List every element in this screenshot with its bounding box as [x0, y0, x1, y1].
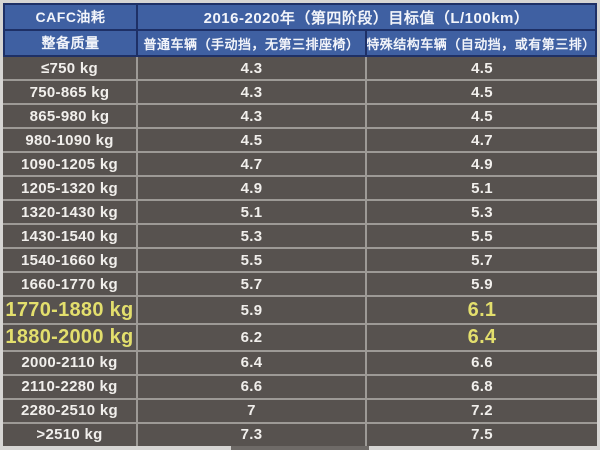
mass-cell: 1660-1770 kg	[3, 273, 138, 296]
normal-value-cell: 5.3	[138, 225, 367, 248]
special-value-cell: 5.5	[471, 227, 493, 245]
normal-value-cell: 5.1	[138, 201, 367, 224]
mass-cell: 1430-1540 kg	[3, 225, 138, 248]
table-row: 1880-2000 kg 6.2 6.4	[3, 322, 597, 350]
table-row: 1660-1770 kg 5.7 5.9	[3, 271, 597, 296]
special-value-cell: 5.1	[471, 179, 493, 197]
normal-value-cell: 6.2	[138, 324, 367, 350]
mass-cell: 2280-2510 kg	[3, 399, 138, 422]
special-value-cell: 4.9	[471, 155, 493, 173]
normal-value-cell: 6.4	[138, 351, 367, 374]
normal-value-cell: 7.3	[138, 423, 367, 446]
normal-value-cell: 5.7	[138, 273, 367, 296]
normal-value-cell: 6.6	[138, 375, 367, 398]
special-value-cell: 7.2	[471, 402, 493, 420]
special-value-cell: 4.5	[471, 107, 493, 125]
normal-value-cell: 4.3	[138, 57, 367, 80]
normal-value-cell: 4.3	[138, 81, 367, 104]
table-title: 2016-2020年（第四阶段）目标值（L/100km）	[203, 9, 530, 27]
special-value-cell: 6.6	[471, 354, 493, 372]
bottom-strip	[0, 446, 600, 450]
mass-cell: ≤750 kg	[3, 57, 138, 80]
special-value-cell: 7.5	[471, 426, 493, 444]
normal-value-cell: 4.3	[138, 105, 367, 128]
special-value-cell: 4.7	[471, 131, 493, 149]
table-row: 1540-1660 kg 5.5 5.7	[3, 247, 597, 272]
special-value-cell: 4.5	[471, 59, 493, 77]
table-body: ≤750 kg 4.3 4.5 750-865 kg 4.3 4.5 865-980 kg 4…	[3, 57, 597, 446]
table-header: CAFC油耗 2016-2020年（第四阶段）目标值（L/100km） 整备质量…	[3, 3, 597, 57]
special-value-cell: 4.5	[471, 83, 493, 101]
corner-label: CAFC油耗	[5, 5, 138, 29]
mass-cell: 2000-2110 kg	[3, 351, 138, 374]
mass-cell: 750-865 kg	[3, 81, 138, 104]
cafc-target-table: CAFC油耗 2016-2020年（第四阶段）目标值（L/100km） 整备质量…	[3, 3, 597, 446]
column-header-special-vehicle: 特殊结构车辆（自动挡，或有第三排）	[367, 36, 595, 52]
column-header-normal-vehicle: 普通车辆（手动挡，无第三排座椅）	[138, 31, 367, 55]
mass-cell: 1880-2000 kg	[3, 324, 138, 350]
normal-value-cell: 4.9	[138, 177, 367, 200]
table-row: ≤750 kg 4.3 4.5	[3, 57, 597, 80]
mass-cell: 1770-1880 kg	[3, 297, 138, 323]
special-value-cell: 5.9	[471, 275, 493, 293]
table-row: 1090-1205 kg 4.7 4.9	[3, 151, 597, 176]
table-row: 750-865 kg 4.3 4.5	[3, 79, 597, 104]
table-row: 2280-2510 kg 7 7.2	[3, 397, 597, 422]
column-header-mass: 整备质量	[5, 31, 138, 55]
mass-cell: 1320-1430 kg	[3, 201, 138, 224]
special-value-cell: 5.7	[471, 251, 493, 269]
mass-cell: 980-1090 kg	[3, 129, 138, 152]
mass-cell: 1090-1205 kg	[3, 153, 138, 176]
table-row: 2110-2280 kg 6.6 6.8	[3, 373, 597, 398]
table-row: 2000-2110 kg 6.4 6.6	[3, 349, 597, 374]
table-row: >2510 kg 7.3 7.5	[3, 421, 597, 446]
table-row: 1205-1320 kg 4.9 5.1	[3, 175, 597, 200]
table-row: 1320-1430 kg 5.1 5.3	[3, 199, 597, 224]
normal-value-cell: 5.9	[138, 297, 367, 323]
mass-cell: 1540-1660 kg	[3, 249, 138, 272]
normal-value-cell: 4.5	[138, 129, 367, 152]
header-row-title: CAFC油耗 2016-2020年（第四阶段）目标值（L/100km）	[5, 5, 595, 31]
table-row: 1770-1880 kg 5.9 6.1	[3, 295, 597, 323]
header-row-columns: 整备质量 普通车辆（手动挡，无第三排座椅） 特殊结构车辆（自动挡，或有第三排）	[5, 31, 595, 55]
normal-value-cell: 5.5	[138, 249, 367, 272]
table-row: 1430-1540 kg 5.3 5.5	[3, 223, 597, 248]
mass-cell: >2510 kg	[3, 423, 138, 446]
bottom-tab	[231, 446, 369, 450]
table-row: 865-980 kg 4.3 4.5	[3, 103, 597, 128]
special-value-cell: 6.4	[467, 325, 497, 348]
mass-cell: 865-980 kg	[3, 105, 138, 128]
table-row: 980-1090 kg 4.5 4.7	[3, 127, 597, 152]
mass-cell: 2110-2280 kg	[3, 375, 138, 398]
special-value-cell: 5.3	[471, 203, 493, 221]
special-value-cell: 6.1	[467, 298, 497, 321]
normal-value-cell: 7	[138, 399, 367, 422]
special-value-cell: 6.8	[471, 378, 493, 396]
normal-value-cell: 4.7	[138, 153, 367, 176]
mass-cell: 1205-1320 kg	[3, 177, 138, 200]
